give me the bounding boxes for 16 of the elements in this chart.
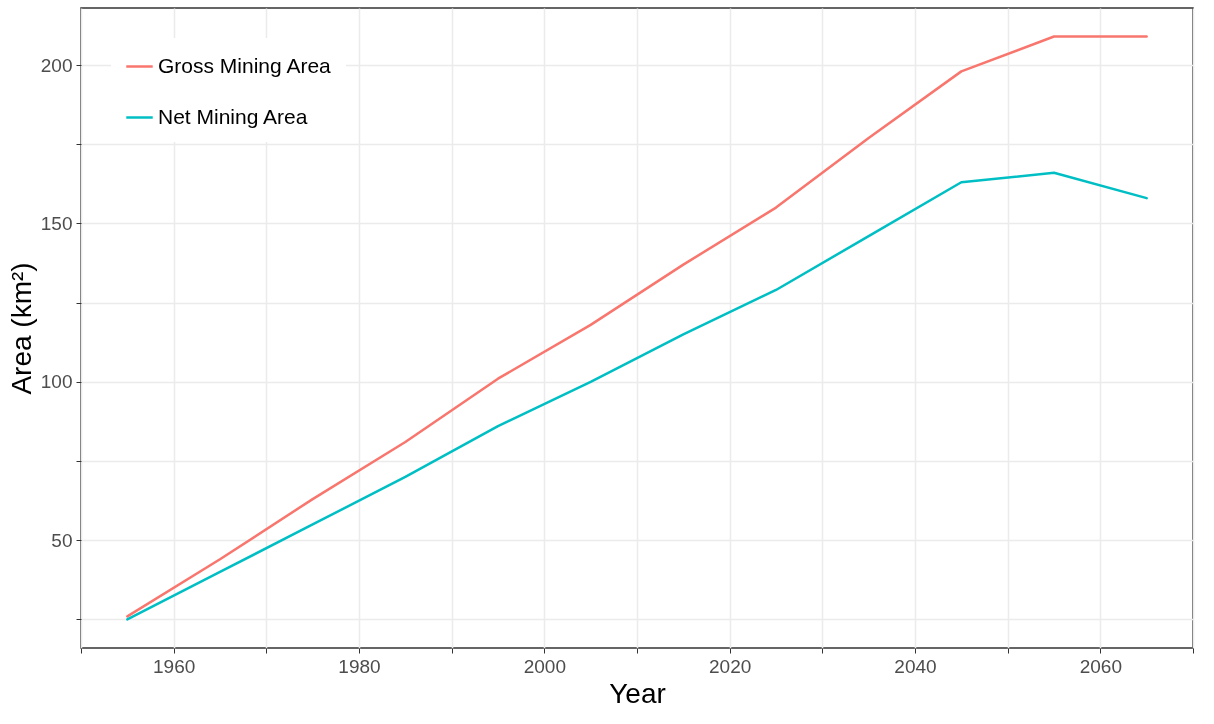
x-tick-label: 2060 [1079, 655, 1122, 677]
y-tick-label: 200 [40, 54, 73, 76]
x-axis-title: Year [609, 677, 666, 709]
x-tick-label: 2020 [709, 655, 752, 677]
x-tick-label: 2040 [894, 655, 937, 677]
legend-label: Net Mining Area [158, 104, 308, 128]
x-tick-label: 2000 [523, 655, 566, 677]
legend-label: Gross Mining Area [158, 53, 332, 77]
y-axis-title: Area (km²) [5, 262, 37, 395]
line-series [126, 171, 1148, 621]
y-tick-label: 100 [40, 371, 73, 393]
x-tick-label: 1960 [153, 655, 196, 677]
y-tick-label: 50 [51, 529, 73, 551]
line-series [126, 35, 1148, 618]
y-tick-label: 150 [40, 212, 73, 234]
x-tick-label: 1980 [338, 655, 381, 677]
